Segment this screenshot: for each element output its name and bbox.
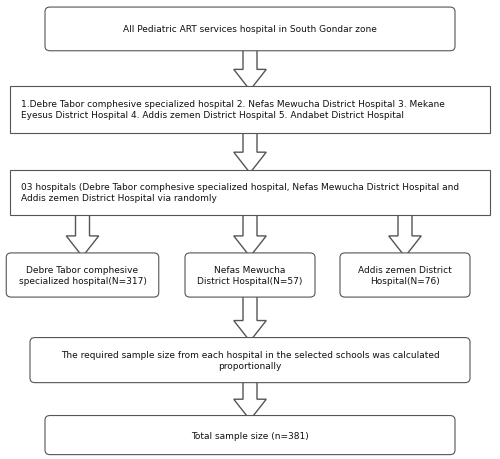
Text: Total sample size (n=381): Total sample size (n=381) [191,431,309,440]
Polygon shape [66,211,99,257]
Polygon shape [234,378,266,420]
Polygon shape [234,129,266,174]
FancyBboxPatch shape [45,8,455,51]
FancyBboxPatch shape [340,253,470,297]
Text: Nefas Mewucha
District Hospital(N=57): Nefas Mewucha District Hospital(N=57) [198,265,302,285]
Text: The required sample size from each hospital in the selected schools was calculat: The required sample size from each hospi… [60,350,440,370]
Polygon shape [234,47,266,91]
FancyBboxPatch shape [10,87,490,134]
FancyBboxPatch shape [6,253,159,297]
Text: 1.Debre Tabor comphesive specialized hospital 2. Nefas Mewucha District Hospital: 1.Debre Tabor comphesive specialized hos… [21,100,445,120]
Text: Addis zemen District
Hospital(N=76): Addis zemen District Hospital(N=76) [358,265,452,285]
FancyBboxPatch shape [45,416,455,454]
Text: 03 hospitals (Debre Tabor comphesive specialized hospital, Nefas Mewucha Distric: 03 hospitals (Debre Tabor comphesive spe… [21,183,459,203]
Text: All Pediatric ART services hospital in South Gondar zone: All Pediatric ART services hospital in S… [123,25,377,34]
FancyBboxPatch shape [10,170,490,215]
FancyBboxPatch shape [30,338,470,383]
FancyBboxPatch shape [185,253,315,297]
Text: Debre Tabor comphesive
specialized hospital(N=317): Debre Tabor comphesive specialized hospi… [18,265,146,285]
Polygon shape [389,211,421,257]
Polygon shape [234,211,266,257]
Polygon shape [234,293,266,341]
